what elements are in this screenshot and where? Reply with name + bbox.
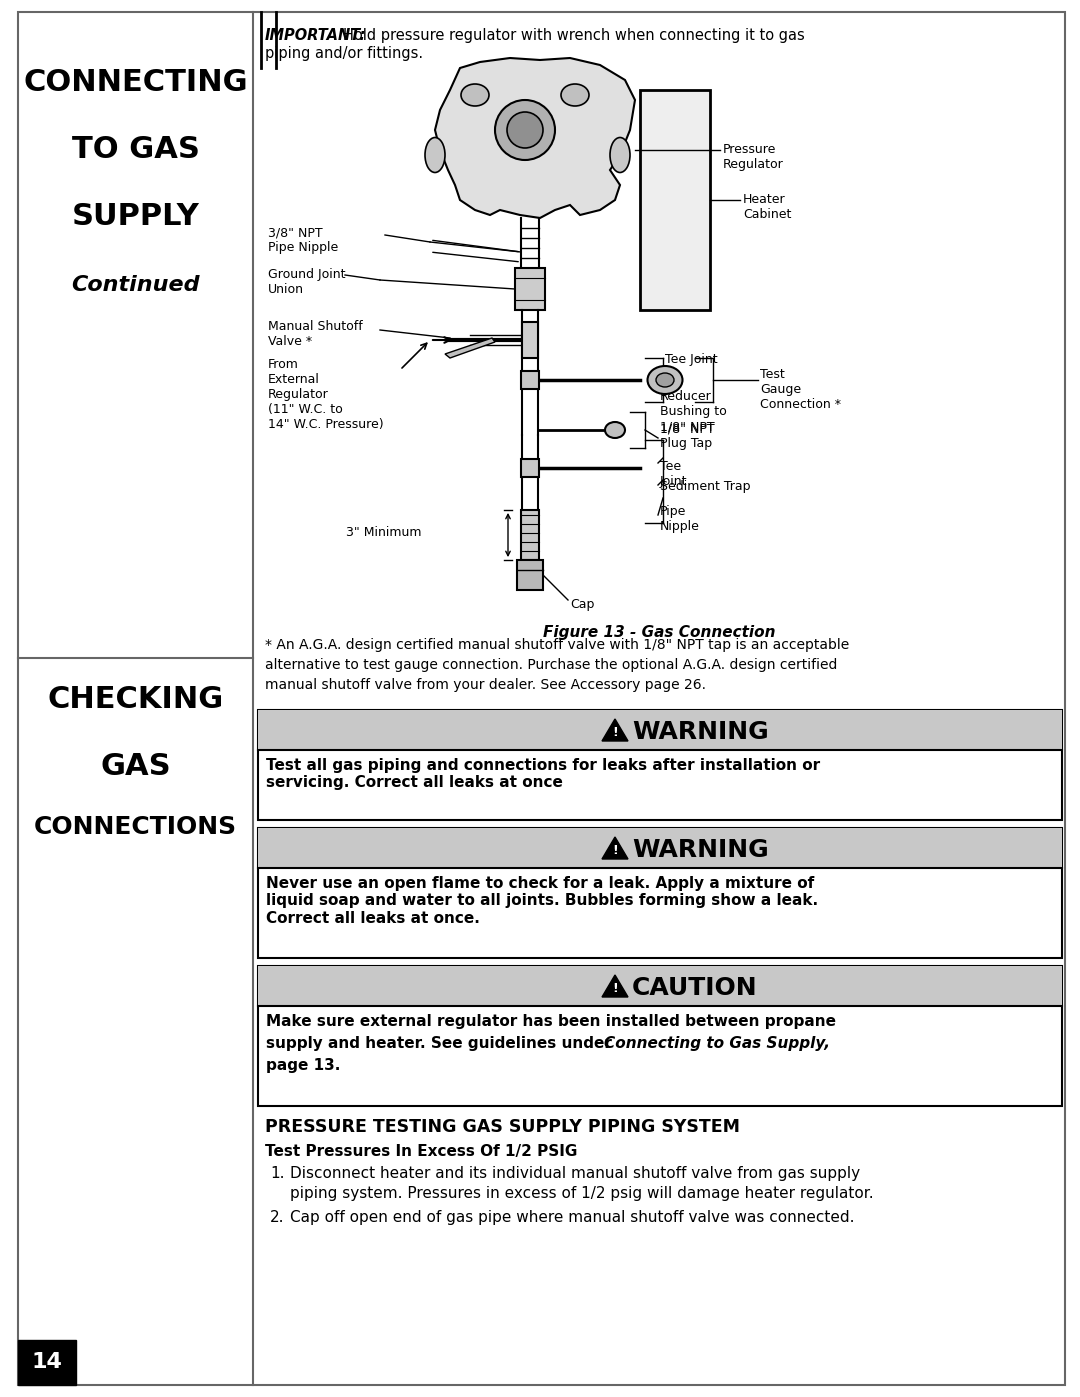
- Text: Make sure external regulator has been installed between propane: Make sure external regulator has been in…: [266, 1014, 836, 1030]
- Ellipse shape: [426, 137, 445, 172]
- Bar: [515, 268, 545, 310]
- Ellipse shape: [461, 84, 489, 106]
- Text: WARNING: WARNING: [632, 719, 769, 745]
- Ellipse shape: [648, 366, 683, 394]
- Polygon shape: [435, 59, 635, 218]
- Ellipse shape: [656, 373, 674, 387]
- Text: Test all gas piping and connections for leaks after installation or
servicing. C: Test all gas piping and connections for …: [266, 759, 820, 791]
- Text: Ground Joint
Union: Ground Joint Union: [268, 268, 346, 296]
- Text: CHECKING: CHECKING: [48, 685, 224, 714]
- Text: manual shutoff valve from your dealer. See Accessory page 26.: manual shutoff valve from your dealer. S…: [265, 678, 706, 692]
- Text: CONNECTING: CONNECTING: [23, 68, 247, 96]
- Text: Tee
Joint: Tee Joint: [660, 460, 688, 488]
- Text: Cap: Cap: [570, 598, 594, 610]
- Bar: [522, 321, 538, 358]
- Text: Figure 13 - Gas Connection: Figure 13 - Gas Connection: [543, 624, 775, 640]
- Bar: [258, 828, 1062, 868]
- Text: 1.: 1.: [270, 1166, 284, 1180]
- Text: From
External
Regulator
(11" W.C. to
14" W.C. Pressure): From External Regulator (11" W.C. to 14"…: [268, 358, 383, 432]
- Text: CONNECTIONS: CONNECTIONS: [33, 814, 238, 840]
- Ellipse shape: [610, 137, 630, 172]
- Text: Manual Shutoff
Valve *: Manual Shutoff Valve *: [268, 320, 363, 348]
- Text: 3" Minimum: 3" Minimum: [347, 525, 422, 538]
- Text: 2.: 2.: [270, 1210, 284, 1225]
- Text: WARNING: WARNING: [632, 838, 769, 862]
- Text: !: !: [612, 726, 618, 739]
- Text: * An A.G.A. design certified manual shutoff valve with 1/8" NPT tap is an accept: * An A.G.A. design certified manual shut…: [265, 638, 849, 652]
- Bar: [640, 89, 710, 310]
- Text: Reducer
Bushing to
1/8" NPT: Reducer Bushing to 1/8" NPT: [660, 390, 727, 433]
- Text: GAS: GAS: [100, 752, 171, 781]
- Text: piping and/or fittings.: piping and/or fittings.: [265, 46, 423, 61]
- Polygon shape: [445, 338, 495, 358]
- Bar: [517, 560, 543, 590]
- Text: alternative to test gauge connection. Purchase the optional A.G.A. design certif: alternative to test gauge connection. Pu…: [265, 658, 837, 672]
- Text: SUPPLY: SUPPLY: [71, 203, 200, 231]
- Text: !: !: [612, 982, 618, 996]
- Text: Connecting to Gas Supply,: Connecting to Gas Supply,: [604, 1037, 831, 1051]
- Ellipse shape: [561, 84, 589, 106]
- Text: IMPORTANT:: IMPORTANT:: [265, 28, 366, 43]
- Polygon shape: [602, 719, 627, 740]
- Bar: [521, 510, 539, 560]
- Bar: [521, 460, 539, 476]
- Circle shape: [507, 112, 543, 148]
- Bar: [258, 710, 1062, 750]
- Text: PRESSURE TESTING GAS SUPPLY PIPING SYSTEM: PRESSURE TESTING GAS SUPPLY PIPING SYSTE…: [265, 1118, 740, 1136]
- Text: page 13.: page 13.: [266, 1058, 340, 1073]
- Ellipse shape: [605, 422, 625, 439]
- Text: TO GAS: TO GAS: [71, 136, 200, 163]
- Bar: [258, 710, 1062, 820]
- Polygon shape: [602, 837, 627, 859]
- Text: 1/8" NPT
Plug Tap: 1/8" NPT Plug Tap: [660, 422, 715, 450]
- Text: Test
Gauge
Connection *: Test Gauge Connection *: [760, 367, 841, 411]
- Text: Hold pressure regulator with wrench when connecting it to gas: Hold pressure regulator with wrench when…: [343, 28, 805, 43]
- Text: Pipe
Nipple: Pipe Nipple: [660, 504, 700, 534]
- Text: CAUTION: CAUTION: [632, 977, 758, 1000]
- Text: Cap off open end of gas pipe where manual shutoff valve was connected.: Cap off open end of gas pipe where manua…: [291, 1210, 854, 1225]
- Text: Tee Joint: Tee Joint: [665, 353, 717, 366]
- Text: Continued: Continued: [71, 275, 200, 295]
- Bar: [258, 965, 1062, 1106]
- Bar: [258, 965, 1062, 1006]
- Text: 14: 14: [31, 1352, 63, 1372]
- Polygon shape: [602, 975, 627, 997]
- Text: Test Pressures In Excess Of 1/2 PSIG: Test Pressures In Excess Of 1/2 PSIG: [265, 1144, 578, 1160]
- Bar: [521, 372, 539, 388]
- Text: Disconnect heater and its individual manual shutoff valve from gas supply: Disconnect heater and its individual man…: [291, 1166, 860, 1180]
- Text: supply and heater. See guidelines under: supply and heater. See guidelines under: [266, 1037, 617, 1051]
- Text: Heater
Cabinet: Heater Cabinet: [743, 193, 792, 221]
- Text: 3/8" NPT
Pipe Nipple: 3/8" NPT Pipe Nipple: [268, 226, 338, 254]
- Text: !: !: [612, 845, 618, 858]
- Bar: [18, 1340, 76, 1384]
- Text: Never use an open flame to check for a leak. Apply a mixture of
liquid soap and : Never use an open flame to check for a l…: [266, 876, 819, 926]
- Circle shape: [495, 101, 555, 161]
- Text: Sediment Trap: Sediment Trap: [660, 481, 751, 493]
- Bar: [258, 828, 1062, 958]
- Text: Pressure
Regulator: Pressure Regulator: [723, 142, 784, 170]
- Text: piping system. Pressures in excess of 1/2 psig will damage heater regulator.: piping system. Pressures in excess of 1/…: [291, 1186, 874, 1201]
